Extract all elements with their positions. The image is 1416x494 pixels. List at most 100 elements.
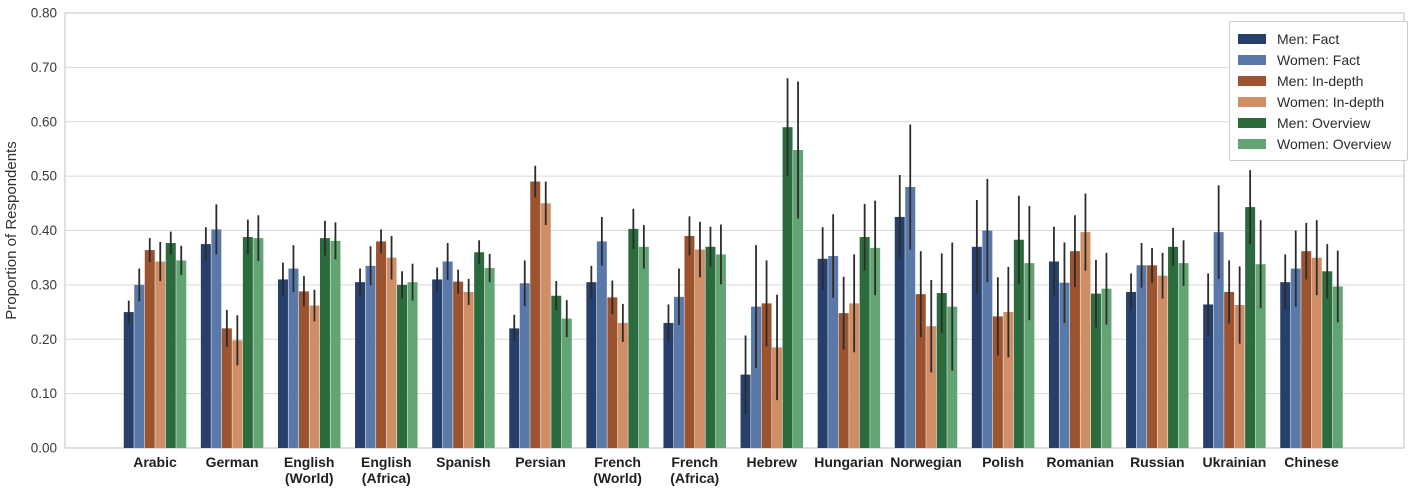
y-tick-label: 0.30 (31, 277, 57, 292)
bar (474, 252, 485, 448)
y-tick-label: 0.50 (31, 169, 57, 184)
bar (1013, 239, 1024, 448)
bar (319, 238, 330, 448)
legend-label: Women: In-depth (1277, 93, 1385, 110)
bar (253, 238, 264, 448)
bar (870, 247, 881, 448)
bar (365, 265, 376, 448)
legend-label: Men: In-depth (1277, 72, 1364, 89)
legend-item: Men: Fact (1238, 28, 1399, 49)
bar (277, 279, 288, 448)
bar (509, 328, 520, 449)
bar (936, 293, 947, 448)
bar (638, 246, 649, 448)
bar (894, 216, 905, 448)
bar (530, 181, 541, 448)
bar (397, 284, 408, 449)
x-tick-label: Chinese (1284, 454, 1339, 470)
x-tick-label: Spanish (436, 454, 490, 470)
bar (200, 244, 211, 448)
bar (407, 282, 418, 448)
bar (1224, 291, 1235, 448)
bar (715, 254, 726, 448)
y-tick-label: 0.10 (31, 386, 57, 401)
y-tick-label: 0.70 (31, 60, 57, 75)
legend-item: Men: Overview (1238, 112, 1399, 133)
bar (1168, 246, 1179, 448)
bar (992, 316, 1003, 448)
legend-item: Men: In-depth (1238, 70, 1399, 91)
bar (915, 294, 926, 448)
bar (1157, 275, 1168, 448)
bar (442, 261, 453, 448)
y-tick-label: 0.00 (31, 441, 57, 456)
bar (519, 283, 530, 448)
bar (242, 237, 253, 448)
bar (782, 127, 793, 448)
legend-swatch (1238, 117, 1266, 128)
bar (947, 306, 958, 449)
bar (751, 306, 762, 449)
bar (176, 260, 187, 448)
bar (859, 237, 870, 448)
legend-item: Women: Overview (1238, 133, 1399, 154)
bar (1048, 261, 1059, 448)
bar (453, 281, 464, 448)
bar (705, 246, 716, 448)
bar (684, 235, 695, 448)
bar (586, 282, 597, 448)
bar (982, 230, 993, 448)
x-tick-label: French (Africa) (670, 454, 719, 486)
bar (463, 291, 474, 448)
bar (288, 268, 299, 448)
bar (926, 326, 937, 448)
bar (221, 328, 232, 449)
x-tick-label: Hungarian (814, 454, 883, 470)
x-tick-label: Hebrew (747, 454, 798, 470)
bar (663, 322, 674, 448)
legend-swatch (1238, 54, 1266, 65)
y-axis-label: Proportion of Respondents (3, 141, 20, 319)
y-tick-label: 0.40 (31, 223, 57, 238)
legend-swatch (1238, 75, 1266, 86)
legend-swatch (1238, 96, 1266, 107)
bar (386, 257, 397, 448)
bar (1069, 251, 1080, 448)
bar (1203, 304, 1214, 448)
bar (1245, 207, 1256, 448)
bar (144, 250, 155, 448)
bar (1280, 282, 1291, 448)
bar (1290, 268, 1301, 448)
bar (484, 268, 495, 448)
bar (1301, 251, 1312, 448)
bar (232, 340, 243, 448)
bar (165, 243, 176, 448)
bar (298, 291, 309, 448)
bar (551, 295, 562, 448)
legend-label: Men: Overview (1277, 114, 1371, 131)
y-tick-label: 0.80 (31, 6, 57, 21)
legend: Men: Fact Women: Fact Men: In-depth Women: … (1229, 21, 1408, 161)
x-tick-label: Ukrainian (1202, 454, 1266, 470)
bar (1059, 282, 1070, 448)
bar (607, 297, 618, 448)
bar (905, 187, 916, 448)
bar (309, 305, 320, 448)
bar (1136, 265, 1147, 448)
plot-area: 0.00 0.10 0.20 0.30 0.40 0.50 0.60 0.70 0.80 Arab… (31, 6, 1405, 486)
y-tick-label: 0.60 (31, 114, 57, 129)
bar (1178, 263, 1189, 449)
bar (617, 322, 628, 448)
bar (849, 303, 860, 448)
bar (1101, 288, 1112, 448)
bar (596, 241, 607, 449)
x-tick-label: Norwegian (890, 454, 962, 470)
legend-swatch (1238, 33, 1266, 44)
bar (694, 249, 705, 448)
bar (1003, 312, 1014, 448)
legend-label: Women: Fact (1277, 51, 1360, 68)
bar (561, 318, 572, 448)
bar (1126, 291, 1137, 448)
